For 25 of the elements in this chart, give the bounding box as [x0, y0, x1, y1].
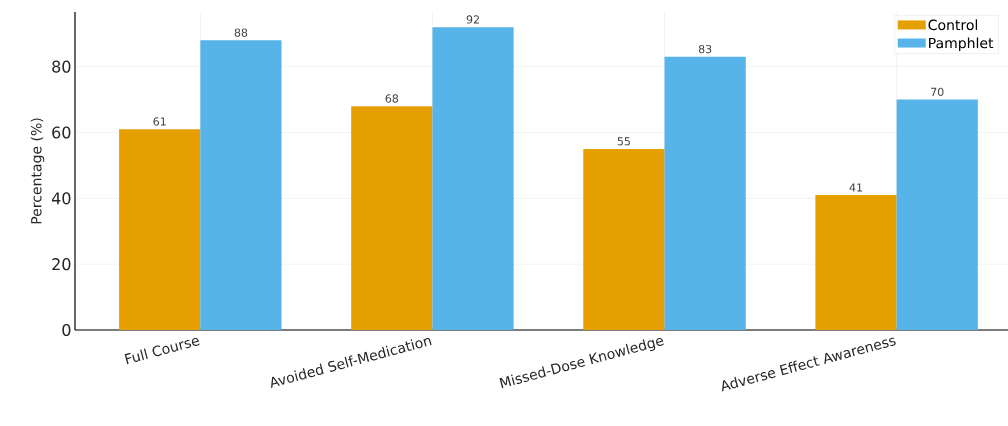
- data-label: 68: [385, 94, 399, 103]
- data-label: 41: [849, 183, 862, 192]
- bar: [119, 129, 201, 330]
- x-tick-label: Full Course: [124, 337, 200, 365]
- bar: [583, 148, 665, 330]
- y-axis-title: Percentage (%): [30, 118, 45, 224]
- y-tick-label: 60: [52, 126, 71, 139]
- legend-label: Control: [928, 19, 978, 31]
- y-tick-label: 40: [51, 192, 71, 205]
- bar: [200, 40, 282, 330]
- data-label: 55: [617, 137, 630, 146]
- bar: [351, 106, 433, 330]
- bar: [815, 195, 897, 330]
- bar: [896, 99, 978, 330]
- y-tick-label: 20: [52, 258, 71, 271]
- data-label: 92: [466, 15, 479, 24]
- data-label: 61: [153, 117, 166, 126]
- data-label: 83: [698, 44, 712, 54]
- bar: [664, 56, 746, 330]
- bar: [432, 27, 514, 330]
- data-label: 88: [234, 28, 248, 37]
- legend-label: Pamphlet: [929, 37, 994, 52]
- y-tick-label: 80: [52, 60, 71, 73]
- y-tick-label: 0: [62, 323, 71, 337]
- data-label: 70: [931, 87, 944, 97]
